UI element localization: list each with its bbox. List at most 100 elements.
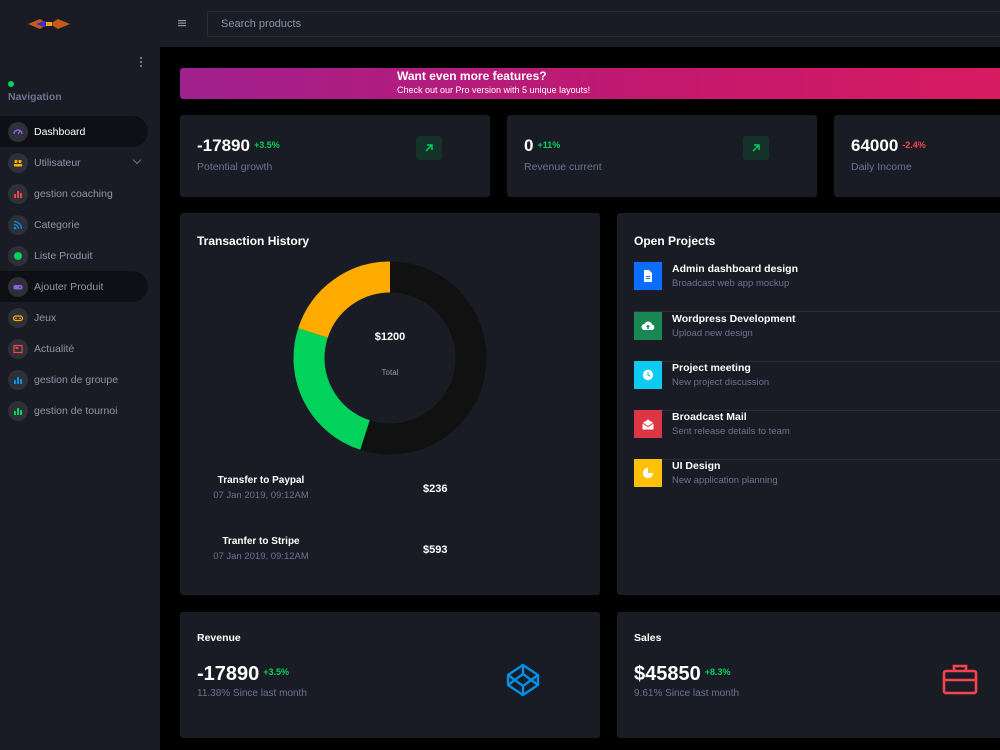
gamepad-icon	[8, 276, 28, 297]
donut-slice-dark	[360, 261, 487, 455]
stat-value: 64000 -2.4%	[851, 136, 926, 155]
donut-chart	[293, 261, 487, 455]
sidebar-item-label: gestion de tournoi	[34, 404, 118, 417]
transaction-date: 07 Jan 2019, 09:12AM	[213, 490, 309, 501]
status-dot	[8, 81, 14, 87]
briefcase-icon	[942, 662, 978, 701]
sidebar-item-dashboard[interactable]: Dashboard	[0, 116, 148, 147]
codepen-icon	[506, 663, 540, 702]
chevron-down-icon[interactable]	[132, 155, 142, 165]
project-item[interactable]: Broadcast Mail Sent release details to t…	[634, 410, 1000, 460]
transaction-amount: $593	[423, 544, 448, 556]
arrow-up-right-icon	[743, 136, 769, 160]
news-icon	[8, 338, 28, 359]
stat-label: Potential growth	[197, 161, 273, 173]
divider	[634, 361, 1000, 362]
more-vertical-icon[interactable]	[136, 55, 146, 69]
sidebar-item-label: Categorie	[34, 218, 80, 231]
chart-icon	[8, 369, 28, 390]
search-placeholder: Search products	[221, 18, 302, 30]
project-item[interactable]: Project meeting New project discussion	[634, 361, 1000, 411]
project-title: Admin dashboard design	[672, 263, 799, 275]
top-navbar: Search products	[0, 0, 1000, 47]
project-title: UI Design	[672, 460, 721, 472]
divider	[634, 311, 1000, 312]
project-item[interactable]: UI Design New application planning	[634, 459, 1000, 509]
revenue-value: -17890 +3.5%	[197, 663, 290, 685]
promo-banner[interactable]: Want even more features? Check out our P…	[180, 68, 1000, 99]
promo-title: Want even more features?	[397, 69, 547, 83]
speedometer-icon	[8, 121, 28, 142]
stat-label: Revenue current	[524, 161, 602, 173]
project-subtitle: Upload new design	[672, 328, 753, 339]
sidebar-item-label: Ajouter Produit	[34, 280, 104, 293]
stat-change: -2.4%	[902, 140, 926, 150]
sidebar-item-gestion-coaching[interactable]: gestion coaching	[0, 178, 148, 209]
stat-value: -17890 +3.5%	[197, 136, 280, 155]
sidebar-item-label: Actualité	[34, 342, 75, 355]
donut-total-label: Total	[381, 368, 399, 377]
stat-card-daily-income: 64000 -2.4% Daily Income	[834, 115, 1000, 197]
stat-change: +11%	[537, 140, 561, 150]
sidebar-item-jeux[interactable]: Jeux	[0, 302, 148, 333]
stat-label: Daily Income	[851, 161, 912, 173]
divider	[634, 410, 1000, 411]
donut-slice-green	[293, 328, 371, 450]
sidebar-item-label: Utilisateur	[34, 156, 81, 169]
hamburger-icon[interactable]	[177, 14, 191, 32]
sidebar-item-label: gestion coaching	[34, 187, 113, 200]
project-title: Broadcast Mail	[672, 411, 747, 423]
controller-icon	[8, 307, 28, 328]
donut-slice-orange	[298, 261, 391, 339]
donut-total-amount: $1200	[374, 331, 406, 343]
sidebar-item-ajouter-produit[interactable]: Ajouter Produit	[0, 271, 148, 302]
stat-card-potential-growth: -17890 +3.5% Potential growth	[180, 115, 490, 197]
sidebar-item-label: gestion de groupe	[34, 373, 119, 386]
sidebar-item-categorie[interactable]: Categorie	[0, 209, 148, 240]
rss-icon	[8, 214, 28, 235]
stat-card-revenue-current: 0 +11% Revenue current	[507, 115, 817, 197]
card-title: Transaction History	[197, 234, 310, 248]
users-icon	[8, 152, 28, 173]
project-item[interactable]: Wordpress Development Upload new design	[634, 312, 1000, 362]
sidebar-item-gestion-de-tournoi[interactable]: gestion de tournoi	[0, 395, 148, 426]
project-item[interactable]: Admin dashboard design Broadcast web app…	[634, 262, 1000, 312]
transaction-date: 07 Jan 2019, 09:12AM	[213, 551, 309, 562]
sidebar: Navigation Dashboard Utilisateur gestion…	[0, 47, 160, 750]
sidebar-item-actualite[interactable]: Actualité	[0, 333, 148, 364]
sidebar-item-label: Liste Produit	[34, 249, 93, 262]
card-title: Open Projects	[634, 234, 716, 248]
sidebar-item-label: Dashboard	[34, 125, 86, 138]
project-title: Wordpress Development	[672, 313, 796, 325]
pie-chart-icon	[634, 459, 662, 487]
transaction-title: Transfer to Paypal	[217, 475, 305, 486]
arrow-up-right-icon	[416, 136, 442, 160]
sales-value: $45850 +8.3%	[634, 663, 731, 685]
file-icon	[634, 262, 662, 290]
sidebar-nav: Dashboard Utilisateur gestion coaching C…	[0, 116, 160, 426]
sales-card: Sales $45850 +8.3% 9.61% Since last month	[617, 612, 1000, 738]
project-subtitle: New project discussion	[672, 377, 770, 388]
project-subtitle: Sent release details to team	[672, 426, 790, 437]
sidebar-item-utilisateur[interactable]: Utilisateur	[0, 147, 148, 178]
sidebar-heading: Navigation	[8, 91, 62, 103]
search-input[interactable]: Search products	[207, 11, 1000, 37]
brand-logo[interactable]	[26, 16, 72, 32]
sidebar-item-label: Jeux	[34, 311, 57, 324]
divider	[634, 459, 1000, 460]
open-projects-card: Open Projects Admin dashboard design Bro…	[617, 213, 1000, 595]
mail-open-icon	[634, 410, 662, 438]
sidebar-item-gestion-de-groupe[interactable]: gestion de groupe	[0, 364, 148, 395]
transaction-history-card: Transaction History $1200 Total Transfer…	[180, 213, 600, 595]
stat-change: +3.5%	[263, 667, 290, 677]
cloud-upload-icon	[634, 312, 662, 340]
chart-icon	[8, 183, 28, 204]
project-subtitle: Broadcast web app mockup	[672, 278, 790, 289]
stat-change: +3.5%	[253, 140, 280, 150]
sidebar-item-liste-produit[interactable]: Liste Produit	[0, 240, 148, 271]
stat-change: +8.3%	[704, 667, 731, 677]
project-title: Project meeting	[672, 362, 751, 374]
revenue-card: Revenue -17890 +3.5% 11.38% Since last mo…	[180, 612, 600, 738]
card-title: Revenue	[197, 632, 241, 644]
chart-icon	[8, 400, 28, 421]
